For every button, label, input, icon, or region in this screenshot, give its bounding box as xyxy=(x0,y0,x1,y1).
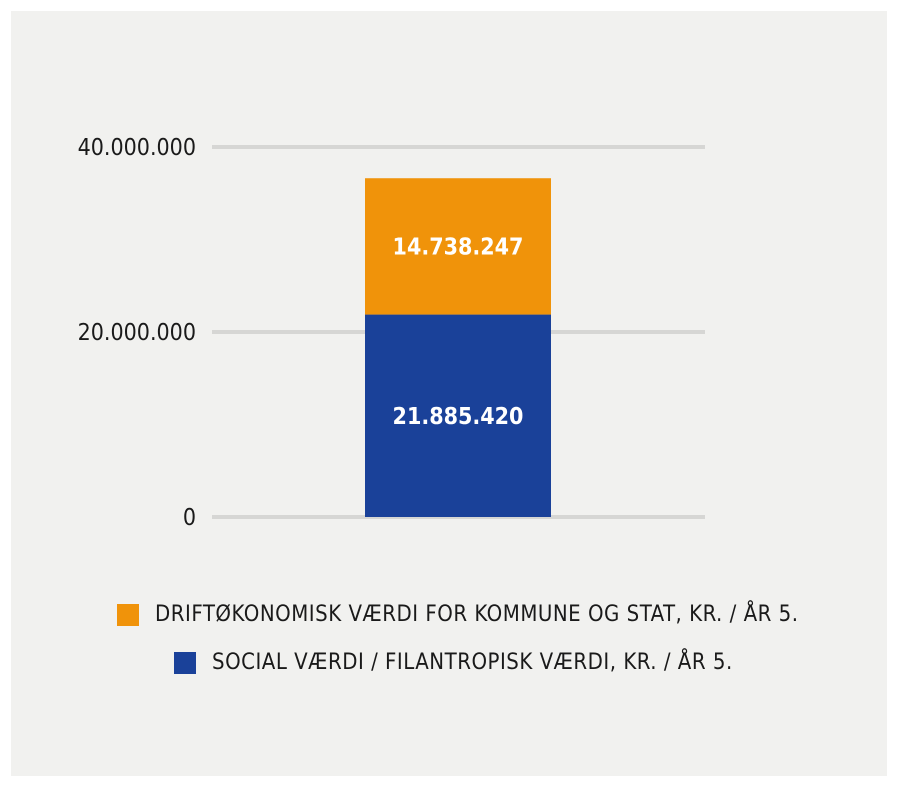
bar-social-value xyxy=(365,314,551,517)
bars xyxy=(365,178,551,517)
data-labels: 21.885.420 14.738.247 xyxy=(393,234,524,429)
y-tick-label: 40.000.000 xyxy=(78,135,196,161)
data-label: 21.885.420 xyxy=(393,404,524,430)
y-axis-ticks: 0 20.000.000 40.000.000 xyxy=(78,135,196,531)
y-tick-label: 20.000.000 xyxy=(78,320,196,346)
bar-operating-value xyxy=(365,178,551,315)
y-tick-label: 0 xyxy=(183,505,196,531)
data-label: 14.738.247 xyxy=(393,234,524,260)
